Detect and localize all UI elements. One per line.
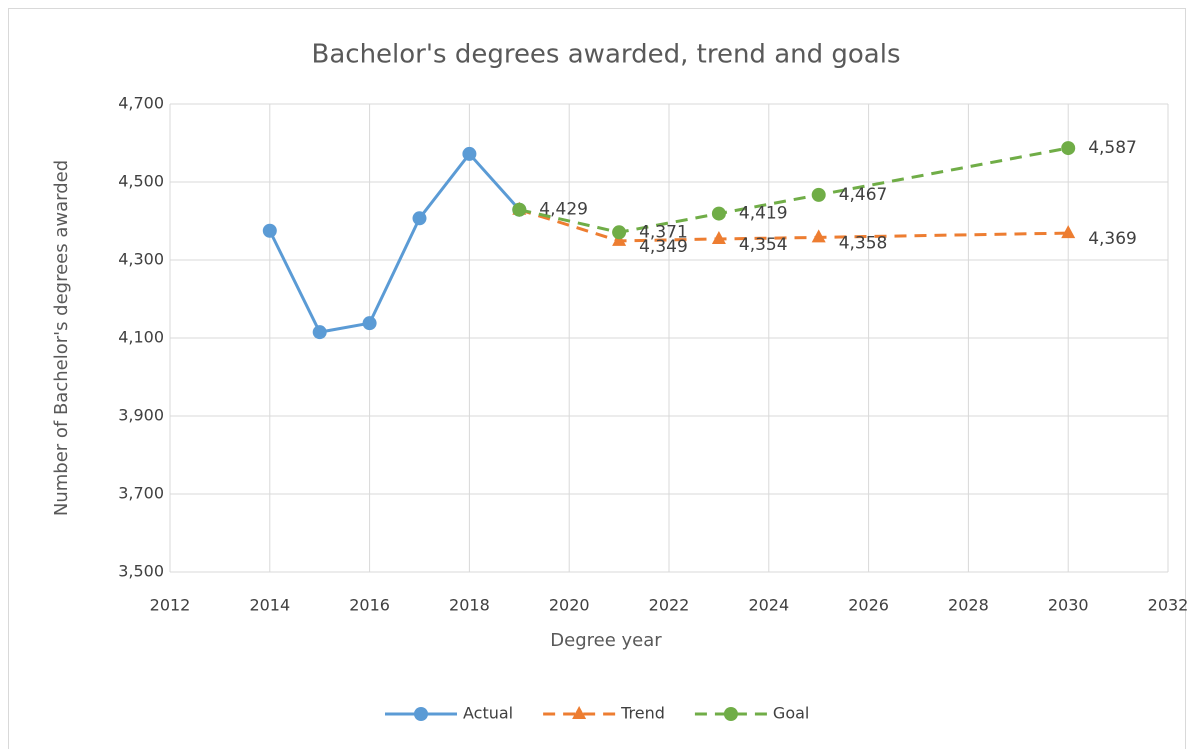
data-label: 4,419 [739, 204, 788, 224]
chart-title: Bachelor's degrees awarded, trend and go… [312, 40, 901, 70]
x-tick-label: 2032 [1148, 596, 1189, 615]
x-tick-label: 2028 [948, 596, 989, 615]
legend-marker [723, 707, 738, 721]
y-tick-label: 4,300 [118, 250, 164, 269]
marker [362, 316, 377, 331]
marker [462, 146, 477, 161]
marker [711, 206, 726, 221]
marker [412, 211, 427, 226]
x-axis-label: Degree year [550, 630, 662, 651]
marker [612, 232, 627, 246]
x-tick-label: 2022 [649, 596, 690, 615]
marker [711, 230, 726, 244]
y-axis-label: Number of Bachelor's degrees awarded [51, 160, 72, 516]
x-tick-label: 2030 [1048, 596, 1089, 615]
y-tick-label: 4,500 [118, 172, 164, 191]
data-label: 4,371 [639, 222, 688, 242]
chart-frame [8, 8, 1186, 749]
legend-marker [414, 707, 428, 721]
x-tick-label: 2018 [449, 596, 490, 615]
data-label: 4,349 [639, 237, 688, 257]
marker [612, 225, 627, 240]
data-label: 4,467 [839, 185, 888, 205]
marker [1061, 225, 1076, 239]
y-tick-label: 4,100 [118, 328, 164, 347]
x-tick-label: 2012 [150, 596, 191, 615]
legend-label: Actual [463, 704, 513, 723]
x-tick-label: 2014 [249, 596, 290, 615]
data-label: 4,354 [739, 235, 788, 255]
x-tick-label: 2024 [748, 596, 789, 615]
marker [262, 223, 277, 238]
data-label: 4,587 [1088, 138, 1137, 158]
marker [312, 325, 327, 340]
y-tick-label: 3,500 [118, 562, 164, 581]
marker [811, 187, 826, 202]
x-tick-label: 2020 [549, 596, 590, 615]
marker [811, 229, 826, 243]
y-tick-label: 4,700 [118, 94, 164, 113]
data-label: 4,358 [839, 233, 888, 253]
legend-marker [572, 706, 587, 719]
x-tick-label: 2016 [349, 596, 390, 615]
data-label: 4,429 [539, 200, 588, 220]
marker [1061, 141, 1076, 156]
series-line [268, 151, 521, 334]
x-tick-label: 2026 [848, 596, 889, 615]
legend-label: Goal [773, 704, 809, 723]
legend-label: Trend [620, 704, 665, 723]
y-tick-label: 3,900 [118, 406, 164, 425]
data-label: 4,369 [1088, 229, 1137, 249]
y-tick-label: 3,700 [118, 484, 164, 503]
marker [512, 202, 527, 217]
